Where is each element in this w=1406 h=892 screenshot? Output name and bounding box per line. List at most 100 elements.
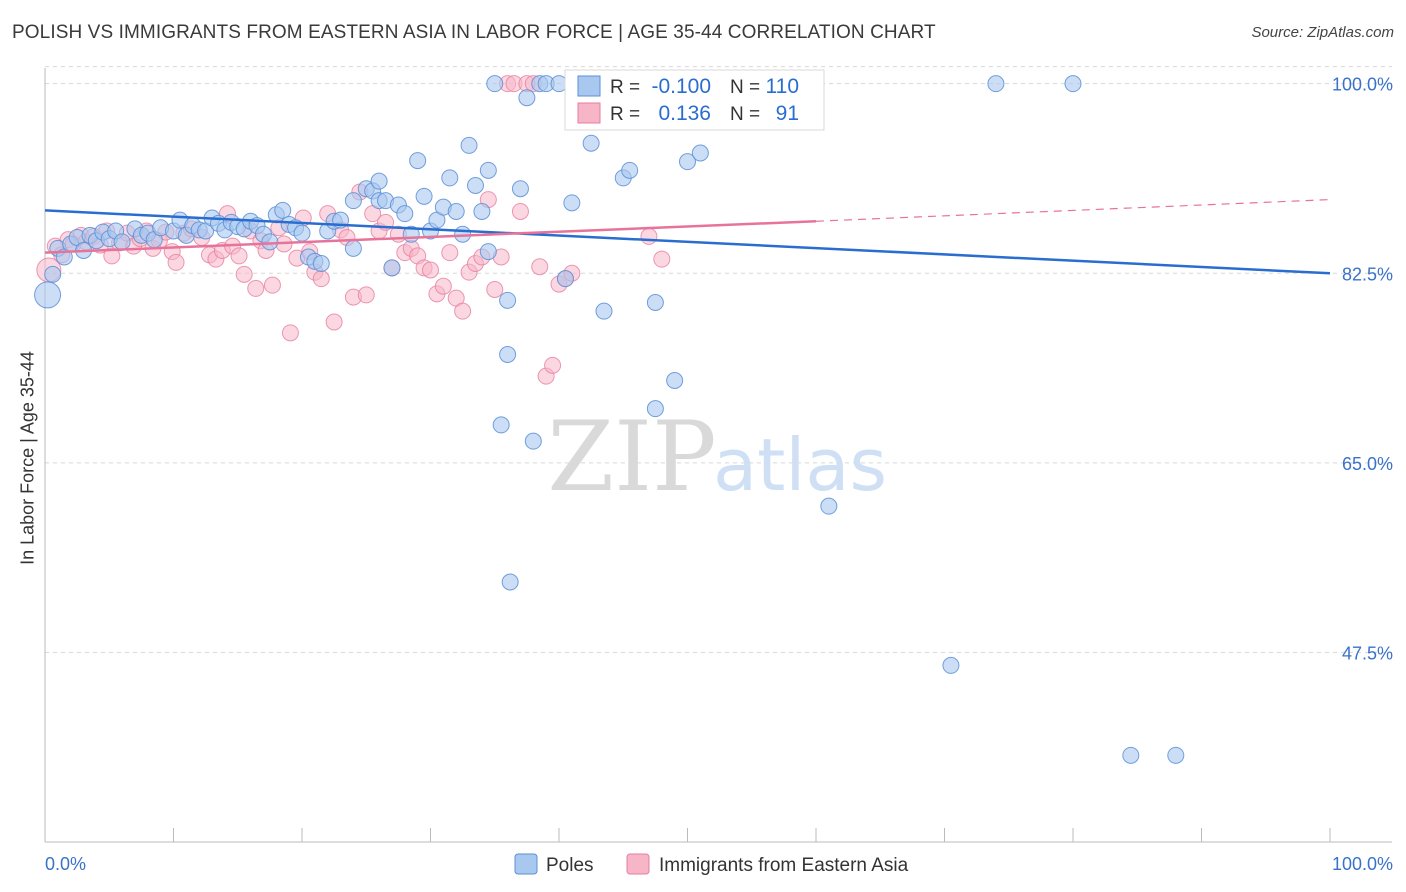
eastasia-point: [454, 302, 472, 320]
poles-point: [646, 400, 664, 418]
poles-point: [34, 281, 62, 309]
poles-point: [501, 573, 519, 591]
legend-swatch-poles: [577, 75, 601, 97]
bottom-legend-swatch-eastasia: [626, 853, 650, 875]
eastasia-point: [357, 286, 375, 304]
poles-point: [344, 239, 362, 257]
chart-title: POLISH VS IMMIGRANTS FROM EASTERN ASIA I…: [12, 22, 936, 43]
eastasia-point: [640, 227, 658, 245]
eastasia-point: [653, 250, 671, 268]
poles-point: [691, 144, 709, 162]
legend-n-label-eastasia: N =: [730, 104, 760, 125]
bottom-legend-swatch-poles: [514, 853, 538, 875]
poles-point: [595, 302, 613, 320]
y-tick-label-0: 47.5%: [1342, 643, 1393, 663]
y-tick-label-2: 82.5%: [1342, 264, 1393, 284]
eastasia-point: [531, 258, 549, 276]
eastasia-trend-extension: [815, 198, 1331, 222]
poles-point: [563, 194, 581, 212]
poles-point: [312, 255, 330, 272]
legend-n-label-poles: N =: [730, 77, 760, 98]
poles-point: [987, 75, 1005, 93]
poles-point: [646, 294, 664, 311]
poles-point: [679, 153, 696, 171]
legend-r-value-poles: -0.100: [651, 75, 711, 98]
poles-point: [518, 89, 536, 107]
poles-point: [370, 172, 388, 190]
eastasia-point: [281, 324, 299, 342]
eastasia-point: [235, 265, 253, 283]
source-label: Source: ZipAtlas.com: [1251, 24, 1394, 41]
legend-r-label-poles: R =: [610, 77, 640, 98]
poles-point: [524, 432, 542, 450]
trend-lines: [44, 198, 1331, 275]
poles-point: [511, 180, 529, 198]
poles-point: [942, 656, 960, 674]
eastasia-point: [312, 270, 330, 288]
poles-point: [621, 161, 639, 179]
poles-point: [499, 291, 517, 309]
poles-point: [261, 233, 279, 251]
poles-point: [344, 192, 362, 210]
eastasia-point: [486, 281, 504, 298]
poles-point: [479, 243, 497, 261]
y-tick-label-3: 100.0%: [1332, 75, 1393, 95]
poles-point: [486, 75, 504, 93]
poles-point: [113, 233, 131, 251]
x-tick-label-0: 0.0%: [45, 854, 86, 874]
bottom-legend-label-eastasia: Immigrants from Eastern Asia: [659, 855, 909, 876]
legend-n-value-eastasia: 91: [776, 102, 799, 125]
eastasia-point: [263, 276, 281, 294]
grid-lines: [45, 66, 1392, 653]
legend-r-value-eastasia: 0.136: [658, 102, 711, 125]
poles-point: [441, 169, 459, 187]
poles-point: [473, 203, 491, 220]
correlation-legend: R = -0.100 N = 110 R = 0.136 N = 91: [564, 69, 825, 131]
legend-n-value-poles: 110: [766, 75, 799, 98]
watermark-zip: ZIP: [547, 401, 716, 513]
legend-swatch-eastasia: [577, 102, 601, 124]
poles-point: [466, 177, 484, 194]
eastasia-point: [247, 279, 265, 297]
poles-point: [274, 201, 292, 219]
eastasia-point: [230, 247, 248, 265]
poles-point: [556, 270, 574, 288]
poles-point: [1064, 75, 1082, 93]
y-tick-label-1: 65.0%: [1342, 454, 1393, 474]
series-legend: Poles Immigrants from Eastern Asia: [514, 853, 909, 876]
poles-point: [293, 224, 311, 242]
eastasia-trend-line: [44, 220, 817, 254]
poles-point: [44, 265, 62, 283]
eastasia-point: [422, 261, 439, 279]
poles-point: [820, 497, 838, 515]
y-tick-labels: 47.5% 65.0% 82.5% 100.0%: [1332, 75, 1393, 664]
axes: [44, 68, 1392, 843]
watermark: ZIP atlas: [547, 401, 887, 513]
poles-point: [499, 346, 517, 363]
poles-point: [415, 187, 433, 205]
legend-r-label-eastasia: R =: [610, 104, 640, 125]
x-tick-label-1: 100.0%: [1332, 854, 1393, 874]
eastasia-point: [511, 203, 529, 220]
poles-point: [396, 205, 414, 223]
poles-point: [492, 416, 510, 434]
poles-point: [460, 136, 478, 154]
poles-point: [582, 134, 600, 152]
poles-point: [409, 152, 427, 170]
poles-trend-line: [44, 209, 1331, 275]
eastasia-point: [103, 247, 121, 265]
bottom-legend-label-poles: Poles: [546, 855, 594, 876]
eastasia-point: [441, 244, 459, 262]
series-poles: [34, 75, 1185, 764]
poles-point: [447, 203, 465, 220]
poles-point: [383, 259, 401, 277]
eastasia-point: [325, 313, 343, 331]
x-tick-labels: 0.0% 100.0%: [45, 854, 1393, 874]
poles-point: [479, 161, 497, 179]
eastasia-point: [544, 356, 562, 374]
poles-point: [666, 372, 684, 389]
legend-frame: [564, 69, 825, 131]
poles-point: [1167, 746, 1185, 764]
eastasia-point: [434, 277, 452, 295]
